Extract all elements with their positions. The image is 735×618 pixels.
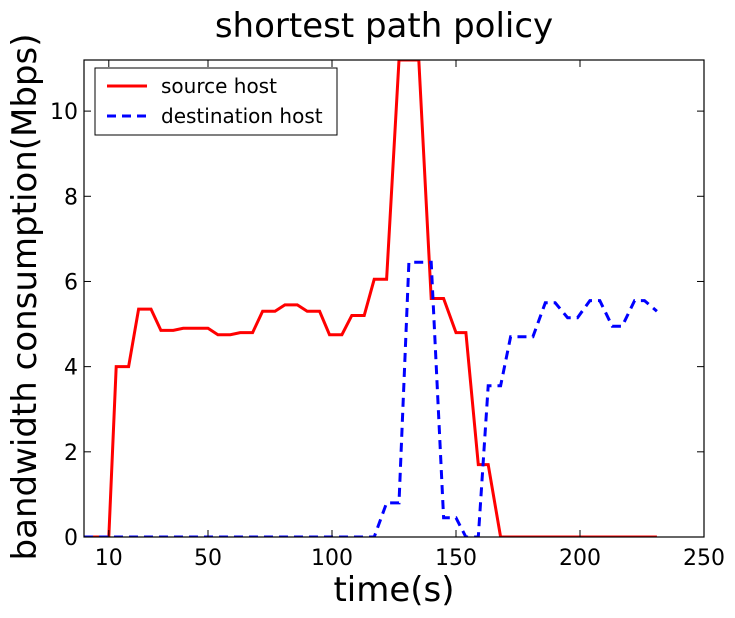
plot-area: 10 50 100 150 200 250 0 2 4 6 8 10 — [50, 59, 725, 571]
y-tick-label: 4 — [64, 356, 78, 381]
y-tick-label: 0 — [64, 526, 78, 551]
x-tick-label: 150 — [435, 546, 477, 571]
x-axis-label: time(s) — [333, 570, 454, 610]
series-line-source-host — [84, 60, 657, 537]
y-tick-label: 6 — [64, 270, 78, 295]
y-tick-label: 2 — [64, 441, 78, 466]
series-line-destination-host — [84, 260, 658, 537]
x-tick-label: 50 — [194, 546, 222, 571]
x-tick-label: 200 — [559, 546, 601, 571]
y-axis-label: bandwidth consumption(Mbps) — [5, 34, 45, 561]
legend-box — [94, 67, 338, 136]
legend-label: destination host — [161, 104, 323, 128]
x-tick-label: 250 — [683, 546, 725, 571]
y-tick-label: 8 — [64, 185, 78, 210]
legend: source host destination host — [94, 67, 338, 136]
x-tick-label: 100 — [311, 546, 353, 571]
plot-frame — [83, 59, 705, 538]
y-tick-label: 10 — [50, 100, 78, 125]
legend-label: source host — [161, 74, 277, 98]
x-tick-label: 10 — [95, 546, 123, 571]
chart-title: shortest path policy — [215, 6, 553, 46]
